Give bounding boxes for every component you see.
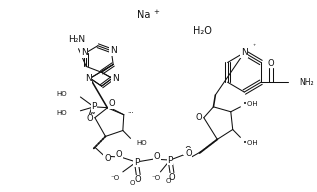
Text: O: O [169, 173, 175, 182]
Text: H₂N: H₂N [68, 35, 85, 44]
Text: N: N [110, 46, 117, 55]
Text: O: O [116, 150, 122, 159]
Text: +: + [154, 9, 159, 15]
Text: ⁻O: ⁻O [152, 175, 161, 181]
Text: O: O [135, 175, 142, 184]
Text: •OH: •OH [243, 101, 258, 107]
Text: O: O [153, 152, 160, 161]
Text: O: O [104, 154, 111, 163]
Text: P: P [134, 157, 139, 166]
Text: Na: Na [137, 10, 151, 20]
Text: •OH: •OH [243, 140, 258, 146]
Text: NH₂: NH₂ [300, 78, 314, 87]
Text: O: O [165, 178, 171, 184]
Text: H₂O: H₂O [193, 26, 212, 36]
Text: N: N [112, 74, 119, 83]
Text: ...: ... [128, 108, 134, 114]
Text: HO: HO [136, 140, 147, 146]
Text: P: P [167, 156, 173, 165]
Text: O: O [184, 146, 191, 155]
Text: O: O [185, 149, 192, 158]
Text: O: O [196, 113, 202, 122]
Text: ⁺: ⁺ [252, 44, 256, 49]
Text: N: N [85, 74, 92, 83]
Text: O: O [267, 59, 274, 68]
Text: HO: HO [56, 91, 67, 97]
Text: N: N [81, 48, 88, 57]
Text: ⁻O: ⁻O [111, 175, 120, 181]
Text: N: N [241, 48, 248, 57]
Text: O: O [130, 180, 135, 186]
Text: O: O [109, 99, 116, 108]
Text: P: P [91, 102, 97, 111]
Text: HO: HO [56, 110, 67, 116]
Text: O: O [87, 114, 94, 123]
